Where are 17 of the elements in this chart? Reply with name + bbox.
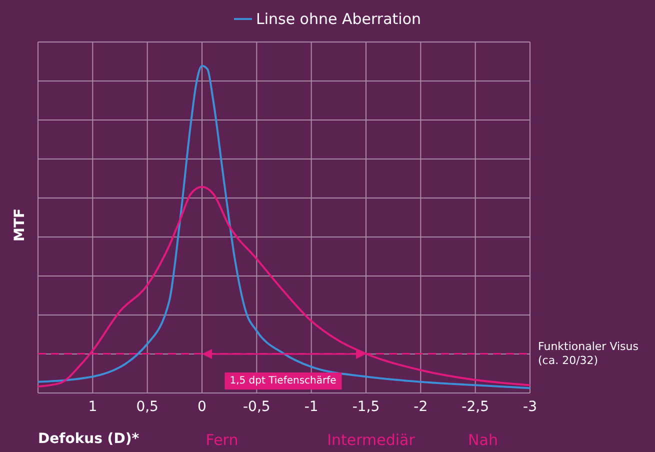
ref-line-label: Funktionaler Visus (ca. 20/32) xyxy=(538,340,640,368)
legend-label: Linse ohne Aberration xyxy=(254,10,422,28)
x-tick-label: 1 xyxy=(88,398,98,415)
y-axis-title: MTF xyxy=(12,208,28,242)
text: Intermediär xyxy=(327,431,415,449)
x-tick-label: -1,5 xyxy=(352,398,380,415)
x-tick-label: -3 xyxy=(523,398,537,415)
x-tick-label: 0 xyxy=(198,398,206,415)
x-tick-label: -0,5 xyxy=(243,398,270,415)
x-tick-label: -2,5 xyxy=(462,398,489,415)
x-tick-label: -2 xyxy=(414,398,428,415)
text: Nah xyxy=(468,431,498,449)
x-tick-label: -1 xyxy=(304,398,318,415)
x-axis-title: Defokus (D)* xyxy=(38,431,140,447)
text: Fern xyxy=(206,431,238,449)
annotation: 1,5 dpt Tiefenschärfe xyxy=(224,372,342,390)
x-tick-label: 0,5 xyxy=(136,398,158,415)
